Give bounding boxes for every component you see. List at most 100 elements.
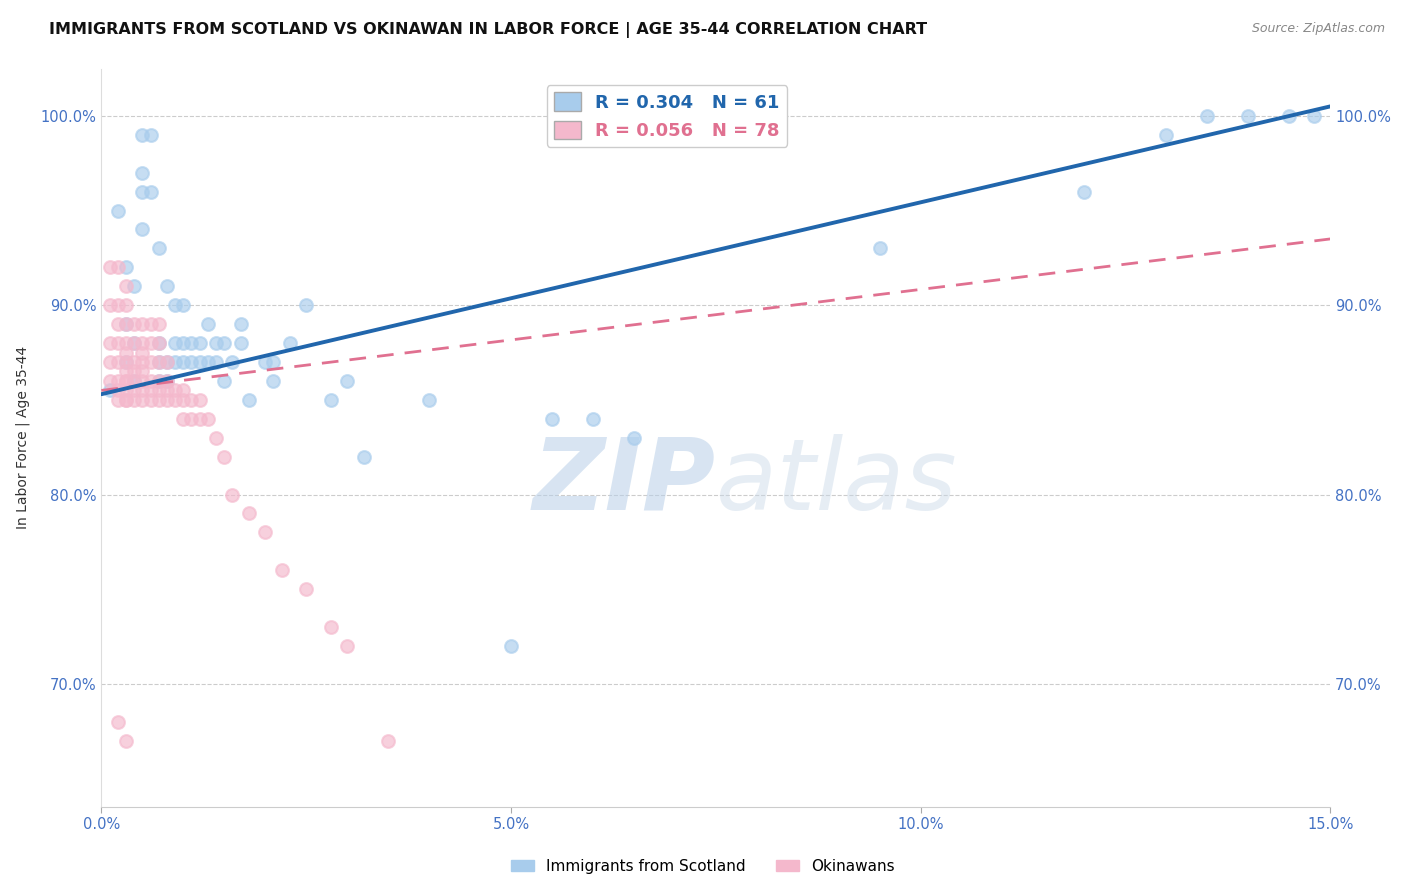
Point xyxy=(172,392,194,407)
Point xyxy=(180,412,202,426)
Point xyxy=(172,412,194,426)
Point xyxy=(1237,109,1260,123)
Point xyxy=(238,507,260,521)
Legend: Immigrants from Scotland, Okinawans: Immigrants from Scotland, Okinawans xyxy=(505,853,901,880)
Point xyxy=(212,336,235,351)
Point xyxy=(122,336,145,351)
Point xyxy=(107,336,129,351)
Point xyxy=(148,336,170,351)
Point xyxy=(131,364,153,378)
Point xyxy=(156,355,179,369)
Text: IMMIGRANTS FROM SCOTLAND VS OKINAWAN IN LABOR FORCE | AGE 35-44 CORRELATION CHAR: IMMIGRANTS FROM SCOTLAND VS OKINAWAN IN … xyxy=(49,22,928,38)
Point xyxy=(122,336,145,351)
Point xyxy=(131,355,153,369)
Point xyxy=(131,392,153,407)
Point xyxy=(115,374,138,388)
Point xyxy=(180,355,202,369)
Point xyxy=(115,345,138,359)
Point xyxy=(115,317,138,331)
Point xyxy=(221,355,243,369)
Point xyxy=(165,298,187,312)
Point xyxy=(115,374,138,388)
Point xyxy=(148,355,170,369)
Point xyxy=(295,298,318,312)
Point xyxy=(107,392,129,407)
Point xyxy=(254,525,277,540)
Point xyxy=(107,317,129,331)
Point xyxy=(295,582,318,597)
Point xyxy=(122,317,145,331)
Point xyxy=(148,336,170,351)
Point xyxy=(139,128,162,142)
Point xyxy=(156,279,179,293)
Point xyxy=(212,374,235,388)
Point xyxy=(229,336,252,351)
Point xyxy=(1302,109,1324,123)
Point xyxy=(582,412,605,426)
Point xyxy=(188,392,211,407)
Point xyxy=(98,336,121,351)
Point xyxy=(319,620,342,634)
Point xyxy=(98,355,121,369)
Legend: R = 0.304   N = 61, R = 0.056   N = 78: R = 0.304 N = 61, R = 0.056 N = 78 xyxy=(547,85,787,147)
Point xyxy=(623,431,645,445)
Point xyxy=(262,355,284,369)
Point xyxy=(165,384,187,398)
Point xyxy=(148,241,170,255)
Point xyxy=(205,336,228,351)
Point xyxy=(139,392,162,407)
Point xyxy=(115,364,138,378)
Point xyxy=(139,317,162,331)
Point xyxy=(131,166,153,180)
Point xyxy=(115,392,138,407)
Point xyxy=(107,203,129,218)
Point xyxy=(262,374,284,388)
Point xyxy=(270,563,292,577)
Point xyxy=(139,185,162,199)
Point xyxy=(115,355,138,369)
Point xyxy=(165,392,187,407)
Point xyxy=(115,392,138,407)
Point xyxy=(156,374,179,388)
Point xyxy=(131,336,153,351)
Point xyxy=(377,733,399,747)
Point xyxy=(148,374,170,388)
Point xyxy=(122,384,145,398)
Point xyxy=(148,392,170,407)
Point xyxy=(188,355,211,369)
Point xyxy=(1197,109,1219,123)
Point xyxy=(122,364,145,378)
Point xyxy=(221,487,243,501)
Point xyxy=(115,733,138,747)
Point xyxy=(180,392,202,407)
Point xyxy=(107,714,129,729)
Point xyxy=(1156,128,1178,142)
Point xyxy=(131,317,153,331)
Point xyxy=(115,317,138,331)
Point xyxy=(131,222,153,236)
Point xyxy=(107,298,129,312)
Point xyxy=(336,374,359,388)
Point xyxy=(115,384,138,398)
Point xyxy=(229,317,252,331)
Point xyxy=(254,355,277,369)
Point xyxy=(1278,109,1301,123)
Point xyxy=(122,279,145,293)
Text: Source: ZipAtlas.com: Source: ZipAtlas.com xyxy=(1251,22,1385,36)
Point xyxy=(115,355,138,369)
Point xyxy=(122,392,145,407)
Point xyxy=(148,317,170,331)
Text: ZIP: ZIP xyxy=(533,434,716,531)
Point xyxy=(869,241,891,255)
Point xyxy=(278,336,301,351)
Point xyxy=(499,639,522,653)
Point xyxy=(148,374,170,388)
Point xyxy=(238,392,260,407)
Point xyxy=(205,431,228,445)
Point xyxy=(107,384,129,398)
Point xyxy=(131,128,153,142)
Point xyxy=(188,336,211,351)
Point xyxy=(172,298,194,312)
Point xyxy=(131,384,153,398)
Point xyxy=(115,336,138,351)
